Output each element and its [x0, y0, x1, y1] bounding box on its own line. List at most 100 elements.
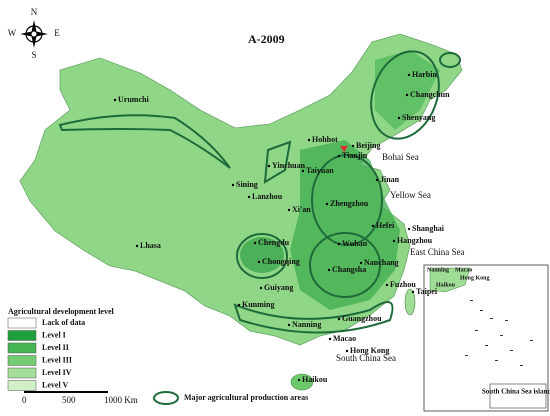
city-label: Tianjin: [342, 151, 368, 160]
taiwan-island: [404, 288, 416, 316]
city-label: Urumchi: [118, 95, 149, 104]
city-dot: [257, 260, 261, 264]
city-dot: [385, 283, 389, 287]
legend-label: Level IV: [42, 368, 72, 377]
scale-label: 500: [62, 395, 76, 405]
city-dot: [253, 241, 257, 245]
city-label: Guiyang: [264, 283, 293, 292]
legend-label: Level III: [42, 355, 72, 364]
island-mark: [505, 320, 508, 321]
production-area: [58, 114, 231, 169]
city-dot: [301, 169, 305, 173]
production-area: [439, 52, 461, 68]
city-label: Yinchuan: [272, 161, 306, 170]
inset-label: Nanning: [427, 267, 449, 273]
city-dot: [351, 144, 355, 148]
city-dot: [359, 261, 363, 265]
city-label: Lanzhou: [252, 192, 283, 201]
compass-south: S: [31, 50, 36, 60]
production-area: [309, 232, 381, 298]
city-label: Chengdu: [258, 238, 290, 247]
compass: [20, 20, 48, 48]
city-label: Hong Kong: [350, 346, 389, 355]
city-dot: [375, 178, 379, 182]
legend-label: Level V: [42, 380, 69, 389]
island-mark: [495, 360, 498, 361]
city-label: Jinan: [380, 175, 400, 184]
city-label: Fuzhou: [390, 280, 416, 289]
legend-label: Level I: [42, 330, 66, 339]
city-label: Taiyuan: [306, 166, 334, 175]
sea-label: East China Sea: [410, 247, 465, 257]
production-area: [263, 140, 292, 184]
city-label: Kunming: [242, 300, 274, 309]
city-dot: [113, 98, 117, 102]
city-label: Changsha: [332, 265, 366, 274]
sea-label: South China Sea: [336, 353, 396, 363]
compass-east: E: [54, 28, 60, 38]
city-label: Taipei: [416, 287, 438, 296]
legend-swatch: [7, 355, 37, 366]
city-label: Changchun: [410, 90, 450, 99]
inset-label: Macao: [455, 267, 472, 273]
city-label: Guangzhou: [342, 314, 382, 323]
city-dot: [345, 349, 349, 353]
city-dot: [297, 378, 301, 382]
city-label: Shanghai: [412, 224, 445, 233]
city-dot: [267, 164, 271, 168]
city-dot: [231, 183, 235, 187]
map-title: A-2009: [248, 32, 285, 46]
island-mark: [490, 318, 493, 319]
city-dot: [405, 93, 409, 97]
city-dot: [337, 242, 341, 246]
city-label: Wuhan: [342, 239, 368, 248]
island-mark: [500, 335, 503, 336]
city-label: Nanning: [292, 320, 321, 329]
city-label: Hohhot: [312, 135, 338, 144]
city-label: Hangzhou: [397, 236, 433, 245]
legend-swatch: [7, 342, 37, 354]
city-label: Zhengzhou: [330, 199, 369, 208]
city-label: Beijing: [356, 141, 380, 150]
city-label: Shenyang: [402, 113, 435, 122]
legend-title: Agricultural development level: [8, 307, 115, 316]
city-label: Nanchang: [364, 258, 399, 267]
legend-swatch: [7, 380, 37, 391]
city-label: Harbin: [412, 70, 437, 79]
city-dot: [325, 202, 329, 206]
island-mark: [510, 350, 513, 351]
city-dot: [237, 303, 241, 307]
city-label: Sining: [236, 180, 258, 189]
island-mark: [480, 310, 483, 311]
city-label: Haikou: [302, 375, 328, 384]
city-dot: [287, 323, 291, 327]
city-dot: [259, 286, 263, 290]
inset-title: South China Sea islands: [482, 388, 550, 396]
compass-north: N: [31, 7, 38, 17]
city-label: Lhasa: [140, 241, 161, 250]
city-dot: [337, 317, 341, 321]
production-area: [233, 301, 394, 334]
city-dot: [397, 116, 401, 120]
city-dot: [411, 290, 415, 294]
scale-label: 1000 Km: [104, 395, 138, 405]
beijing-marker: [340, 146, 348, 152]
legend-label: Level II: [42, 343, 69, 352]
inset-label: Hong Kong: [460, 275, 490, 281]
east-dense-region: [290, 140, 400, 310]
city-dot: [247, 195, 251, 199]
production-area: [236, 233, 288, 279]
production-legend-symbol: [153, 391, 179, 405]
sea-label: Yellow Sea: [390, 190, 431, 200]
island-mark: [470, 300, 473, 301]
island-mark: [475, 330, 478, 331]
scale-label: 0: [22, 395, 27, 405]
production-legend-label: Major agricultural production areas: [184, 393, 308, 402]
legend-swatch: [7, 330, 37, 341]
compass-west: W: [8, 28, 17, 38]
city-dot: [307, 138, 311, 142]
city-dot: [407, 227, 411, 231]
city-label: Hefei: [376, 221, 395, 230]
legend-swatch: [7, 317, 37, 329]
sea-label: Bohai Sea: [382, 152, 419, 162]
